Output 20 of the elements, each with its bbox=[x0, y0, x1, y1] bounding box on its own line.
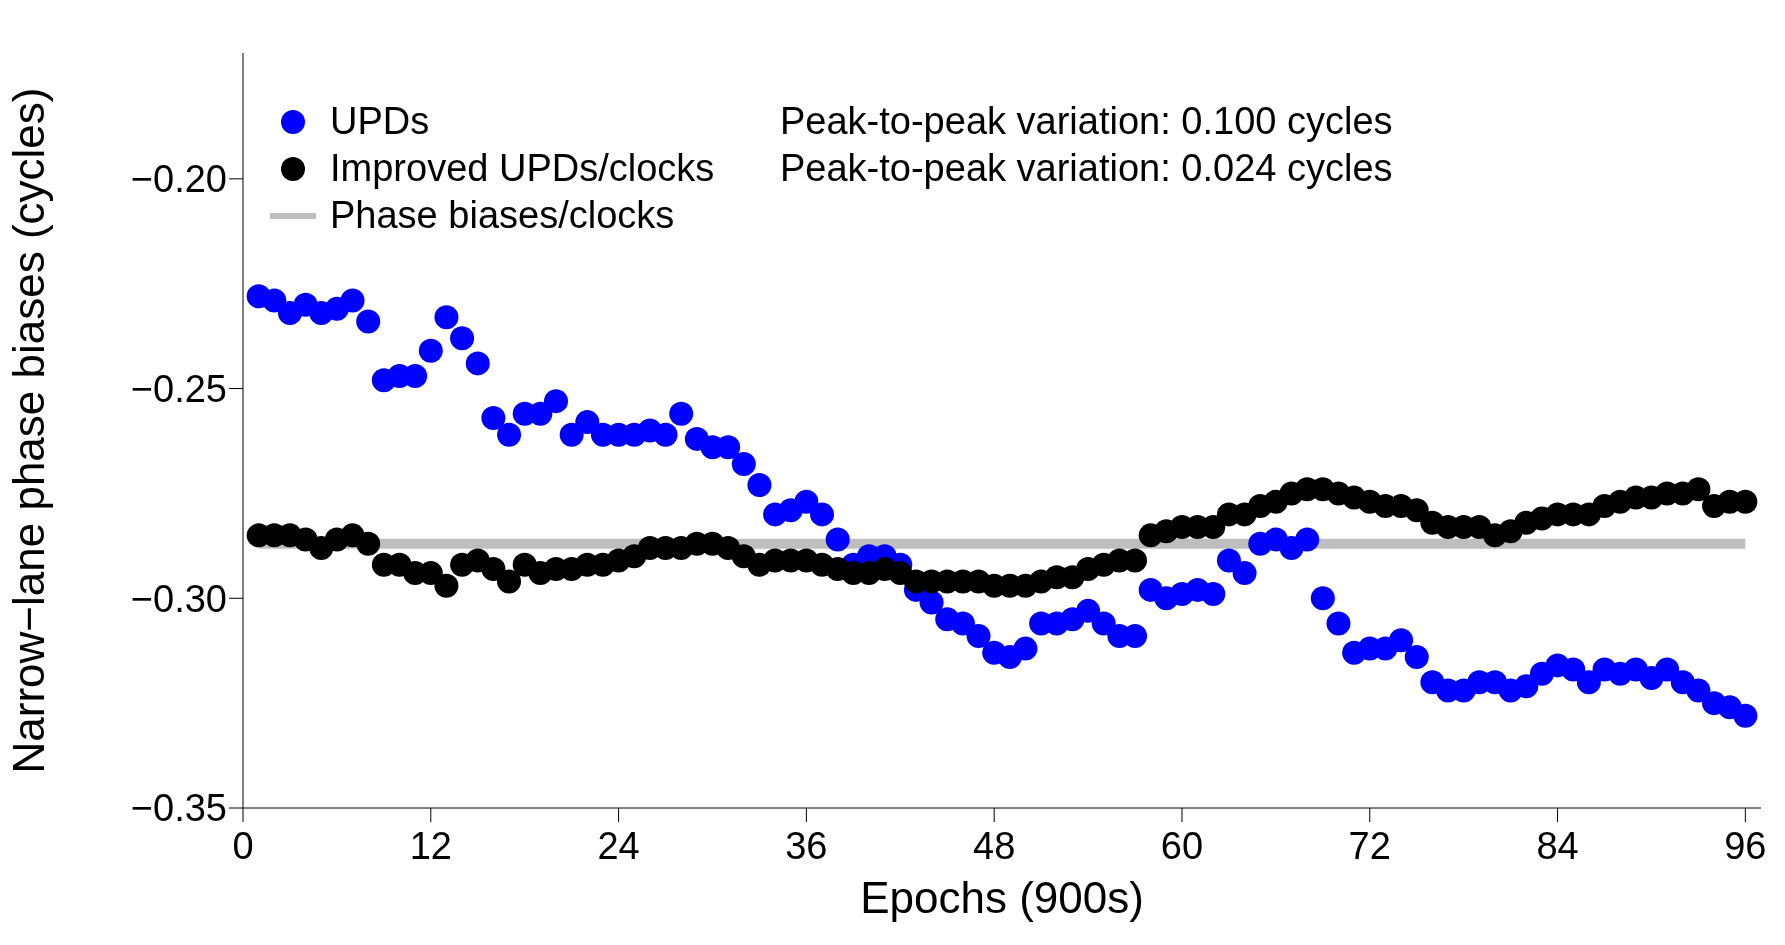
annotation: Peak-to-peak variation: 0.024 cycles bbox=[780, 146, 1393, 191]
legend-label: Improved UPDs/clocks bbox=[330, 146, 716, 191]
y-tick-label: −0.30 bbox=[130, 577, 227, 620]
y-tick-label: −0.20 bbox=[130, 158, 227, 201]
legend-label: Phase biases/clocks bbox=[330, 193, 676, 238]
x-tick-label: 12 bbox=[409, 824, 452, 867]
x-tick-label: 60 bbox=[1160, 824, 1204, 867]
y-axis-title: Narrow−lane phase biases (cycles) bbox=[3, 87, 53, 774]
x-tick-label: 0 bbox=[232, 824, 254, 867]
x-tick-label: 24 bbox=[597, 824, 640, 867]
x-tick-label: 36 bbox=[785, 824, 828, 867]
x-tick-label: 72 bbox=[1348, 824, 1391, 867]
legend-label: UPDs bbox=[330, 99, 431, 144]
y-tick-label: −0.25 bbox=[130, 368, 227, 411]
x-tick-label: 84 bbox=[1536, 824, 1579, 867]
annotation: Peak-to-peak variation: 0.100 cycles bbox=[780, 99, 1393, 144]
y-tick-label: −0.35 bbox=[130, 787, 227, 830]
x-tick-label: 48 bbox=[973, 824, 1016, 867]
x-tick-label: 96 bbox=[1724, 824, 1767, 867]
x-axis-title: Epochs (900s) bbox=[860, 873, 1144, 922]
